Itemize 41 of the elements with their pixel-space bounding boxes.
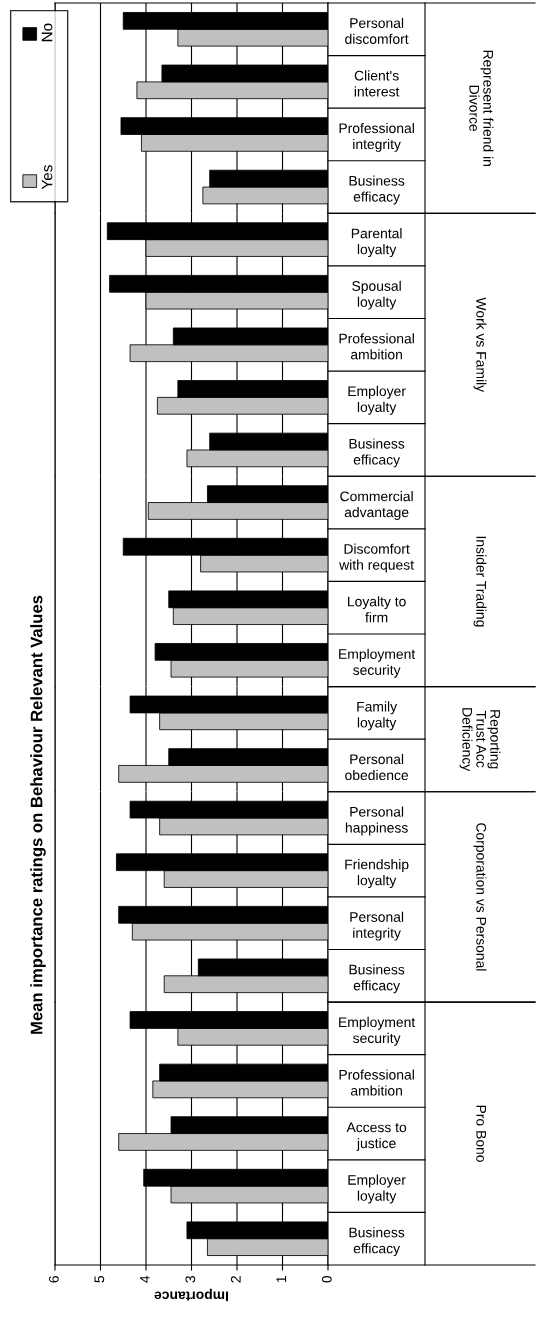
x-tick-label: 6 <box>48 1276 59 1283</box>
text: Pro Bono <box>476 1105 486 1162</box>
text: Insider Trading <box>473 536 487 627</box>
y-tick-label: Employment security <box>339 1016 416 1046</box>
y-tick-label: Professional ambition <box>339 333 414 360</box>
y-tick-label: Spousal loyalty <box>352 280 401 310</box>
x-tick-label: 3 <box>185 1276 196 1283</box>
y-tick-label: Access to justice <box>346 1122 407 1151</box>
y-tick-label: Personal obedience <box>345 753 409 781</box>
x-tick-label: 5 <box>94 1276 105 1283</box>
text: Mean importance ratings on Behaviour Relevant Values <box>30 595 46 1034</box>
y-tick-label: Personal discomfort <box>345 17 409 44</box>
x-tick-label: 2 <box>230 1276 241 1283</box>
legend-label: Yes <box>41 165 53 190</box>
y-tick-label: Professional ambition <box>339 1069 414 1096</box>
text: Corporation vs Personal <box>473 823 487 971</box>
x-tick-label: 1 <box>276 1276 287 1283</box>
y-tick-label: Employer loyalty <box>348 1174 406 1204</box>
y-tick-label: Discomfort with request <box>339 543 414 573</box>
x-tick-label: 0 <box>321 1275 332 1283</box>
y-tick-label: Parental loyalty <box>351 228 402 258</box>
text: Work vs Family <box>473 297 487 393</box>
text: Reporting Trust Acc Deficiency <box>459 708 501 772</box>
y-tick-label: Personal happiness <box>345 806 408 836</box>
y-tick-label: Business efficacy <box>349 1227 405 1257</box>
y-tick-label: Employment security <box>339 648 416 678</box>
legend-label: No <box>41 23 53 42</box>
y-tick-label: Client's interest <box>354 70 400 97</box>
text: Represent friend in Divorce <box>469 50 494 166</box>
y-tick-label: Loyalty to firm <box>348 596 406 623</box>
y-tick-label: Professional integrity <box>339 122 414 152</box>
x-axis-title: Importance <box>154 1288 228 1302</box>
y-tick-label: Business efficacy <box>349 438 405 468</box>
y-tick-label: Business efficacy <box>349 964 405 994</box>
x-tick-label: 4 <box>140 1275 150 1283</box>
y-tick-label: Commercial advantage <box>340 491 413 520</box>
y-tick-label: Family loyalty <box>357 701 398 731</box>
y-tick-label: Business efficacy <box>349 175 405 205</box>
y-tick-label: Employer loyalty <box>348 385 406 415</box>
y-tick-label: Personal integrity <box>350 911 404 941</box>
y-tick-label: Friendship loyalty <box>345 859 409 889</box>
